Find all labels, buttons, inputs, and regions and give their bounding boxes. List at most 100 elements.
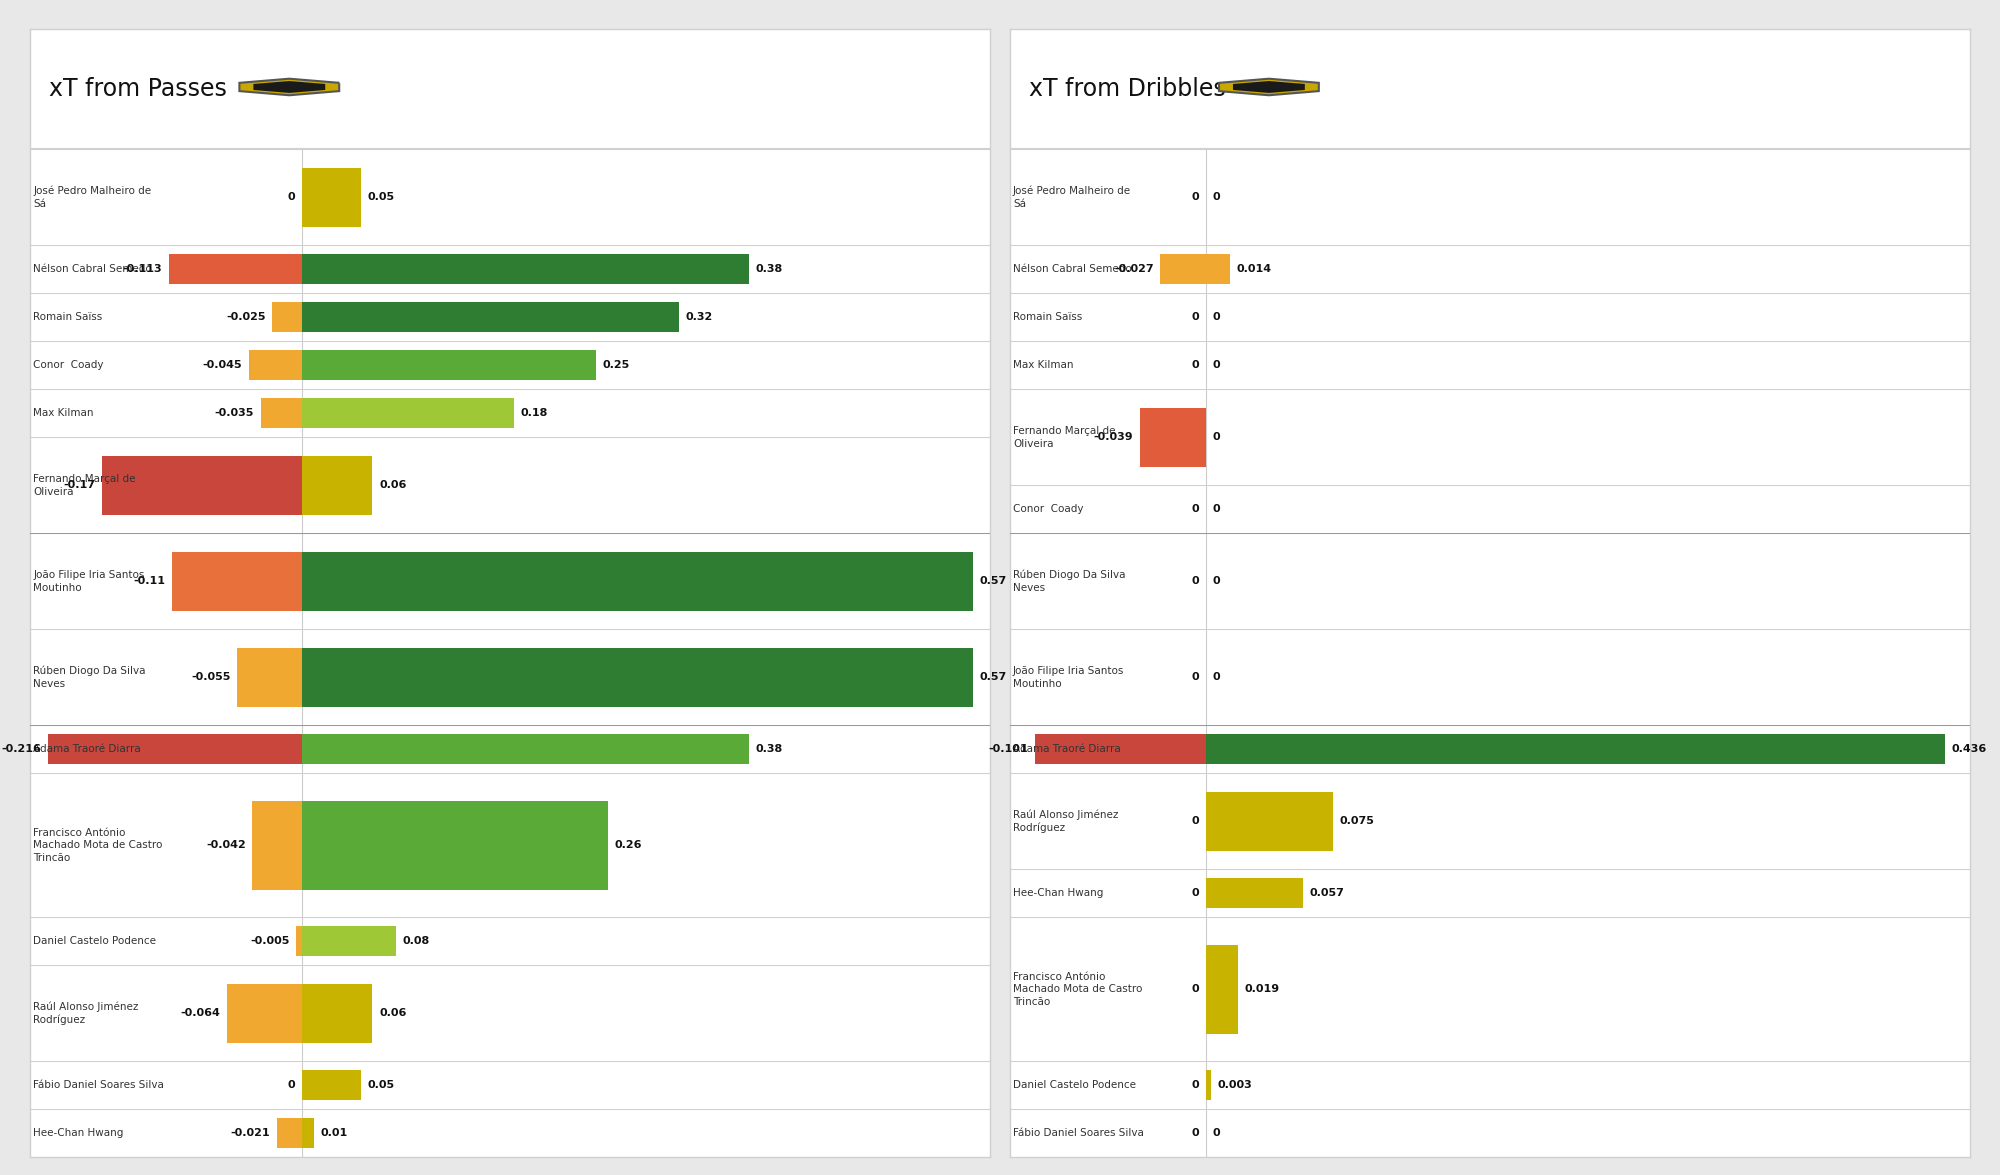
Text: 0: 0 [1212,1128,1220,1139]
Text: -0.005: -0.005 [250,936,290,946]
Text: xT from Dribbles: xT from Dribbles [1028,78,1226,101]
Text: 0.436: 0.436 [1952,745,1986,754]
Bar [272,302,302,333]
Bar [1206,255,1230,284]
Bar [1206,792,1334,851]
Text: 0: 0 [1192,577,1200,586]
Text: Rúben Diogo Da Silva
Neves: Rúben Diogo Da Silva Neves [34,666,146,689]
Bar [302,927,396,956]
Bar [1206,945,1238,1034]
Bar [302,734,750,764]
Text: 0: 0 [1192,313,1200,322]
Text: 0: 0 [1212,193,1220,202]
Text: 0: 0 [1192,888,1200,899]
Text: 0.26: 0.26 [614,840,642,851]
Bar [226,983,302,1043]
Text: xT from Passes: xT from Passes [50,78,228,101]
Text: 0: 0 [1212,577,1220,586]
Text: Rúben Diogo Da Silva
Neves: Rúben Diogo Da Silva Neves [1012,570,1126,593]
Text: Hee-Chan Hwang: Hee-Chan Hwang [1012,888,1104,899]
Bar [302,456,372,515]
Text: -0.042: -0.042 [206,840,246,851]
Text: Fábio Daniel Soares Silva: Fábio Daniel Soares Silva [1012,1128,1144,1139]
Text: 0.01: 0.01 [320,1128,348,1139]
Text: 0.075: 0.075 [1340,817,1374,826]
Bar [260,398,302,428]
Text: Max Kilman: Max Kilman [34,409,94,418]
Bar [302,302,678,333]
Text: Adama Traoré Diarra: Adama Traoré Diarra [34,745,142,754]
Text: -0.113: -0.113 [122,264,162,275]
Bar [102,456,302,515]
Text: 0.05: 0.05 [368,1080,394,1090]
Polygon shape [1232,81,1304,93]
Text: -0.064: -0.064 [180,1008,220,1019]
Bar [302,983,372,1043]
Bar [302,168,360,227]
Text: Francisco António
Machado Mota de Castro
Trincão: Francisco António Machado Mota de Castro… [1012,972,1142,1007]
Text: 0.06: 0.06 [380,481,406,490]
Text: Fábio Daniel Soares Silva: Fábio Daniel Soares Silva [34,1080,164,1090]
Text: 0: 0 [288,193,296,202]
Text: 0.57: 0.57 [980,577,1006,586]
Bar [248,350,302,381]
Text: 0.014: 0.014 [1236,264,1272,275]
Bar [172,551,302,611]
Bar [278,1119,302,1148]
Text: -0.17: -0.17 [64,481,96,490]
Text: -0.045: -0.045 [202,361,242,370]
Text: 0: 0 [1192,1128,1200,1139]
Text: 0.57: 0.57 [980,672,1006,683]
Text: -0.027: -0.027 [1114,264,1154,275]
Bar [302,350,596,381]
Text: Romain Saïss: Romain Saïss [34,313,102,322]
Text: Conor  Coady: Conor Coady [1012,504,1084,515]
Text: 0: 0 [1212,432,1220,442]
Text: Daniel Castelo Podence: Daniel Castelo Podence [34,936,156,946]
Bar [302,255,750,284]
Text: Daniel Castelo Podence: Daniel Castelo Podence [1012,1080,1136,1090]
Polygon shape [254,81,326,93]
Bar [1206,734,1944,764]
Text: -0.021: -0.021 [230,1128,270,1139]
Text: 0: 0 [1212,504,1220,515]
Bar [302,647,972,707]
Bar [1206,1070,1212,1100]
Text: João Filipe Iria Santos
Moutinho: João Filipe Iria Santos Moutinho [34,570,144,592]
Text: 0: 0 [1192,985,1200,994]
Text: José Pedro Malheiro de
Sá: José Pedro Malheiro de Sá [34,186,152,209]
Text: 0.057: 0.057 [1310,888,1344,899]
Text: Francisco António
Machado Mota de Castro
Trincão: Francisco António Machado Mota de Castro… [34,828,162,862]
Bar [302,800,608,889]
Text: 0.38: 0.38 [756,745,784,754]
Text: 0: 0 [1192,504,1200,515]
Text: Fernando Marçal de
Oliveira: Fernando Marçal de Oliveira [34,475,136,497]
Text: 0.32: 0.32 [686,313,712,322]
Text: 0: 0 [288,1080,296,1090]
Text: Romain Saïss: Romain Saïss [1012,313,1082,322]
Bar [302,1119,314,1148]
Text: Adama Traoré Diarra: Adama Traoré Diarra [1012,745,1120,754]
Text: 0: 0 [1192,1080,1200,1090]
Text: José Pedro Malheiro de
Sá: José Pedro Malheiro de Sá [1012,186,1132,209]
Bar [1036,734,1206,764]
Text: Raúl Alonso Jiménez
Rodríguez: Raúl Alonso Jiménez Rodríguez [34,1001,138,1025]
Text: 0: 0 [1212,313,1220,322]
Text: -0.216: -0.216 [2,745,40,754]
Bar [302,1070,360,1100]
Text: Raúl Alonso Jiménez
Rodríguez: Raúl Alonso Jiménez Rodríguez [1012,810,1118,833]
Text: -0.101: -0.101 [988,745,1028,754]
Text: 0.08: 0.08 [402,936,430,946]
Text: Conor  Coady: Conor Coady [34,361,104,370]
Bar [1160,255,1206,284]
Text: 0.06: 0.06 [380,1008,406,1019]
Bar [168,255,302,284]
Bar [238,647,302,707]
Text: 0: 0 [1192,193,1200,202]
Text: 0: 0 [1192,817,1200,826]
Polygon shape [240,79,340,95]
Text: -0.055: -0.055 [192,672,230,683]
Text: -0.025: -0.025 [226,313,266,322]
Bar [1140,408,1206,468]
Text: 0: 0 [1192,672,1200,683]
